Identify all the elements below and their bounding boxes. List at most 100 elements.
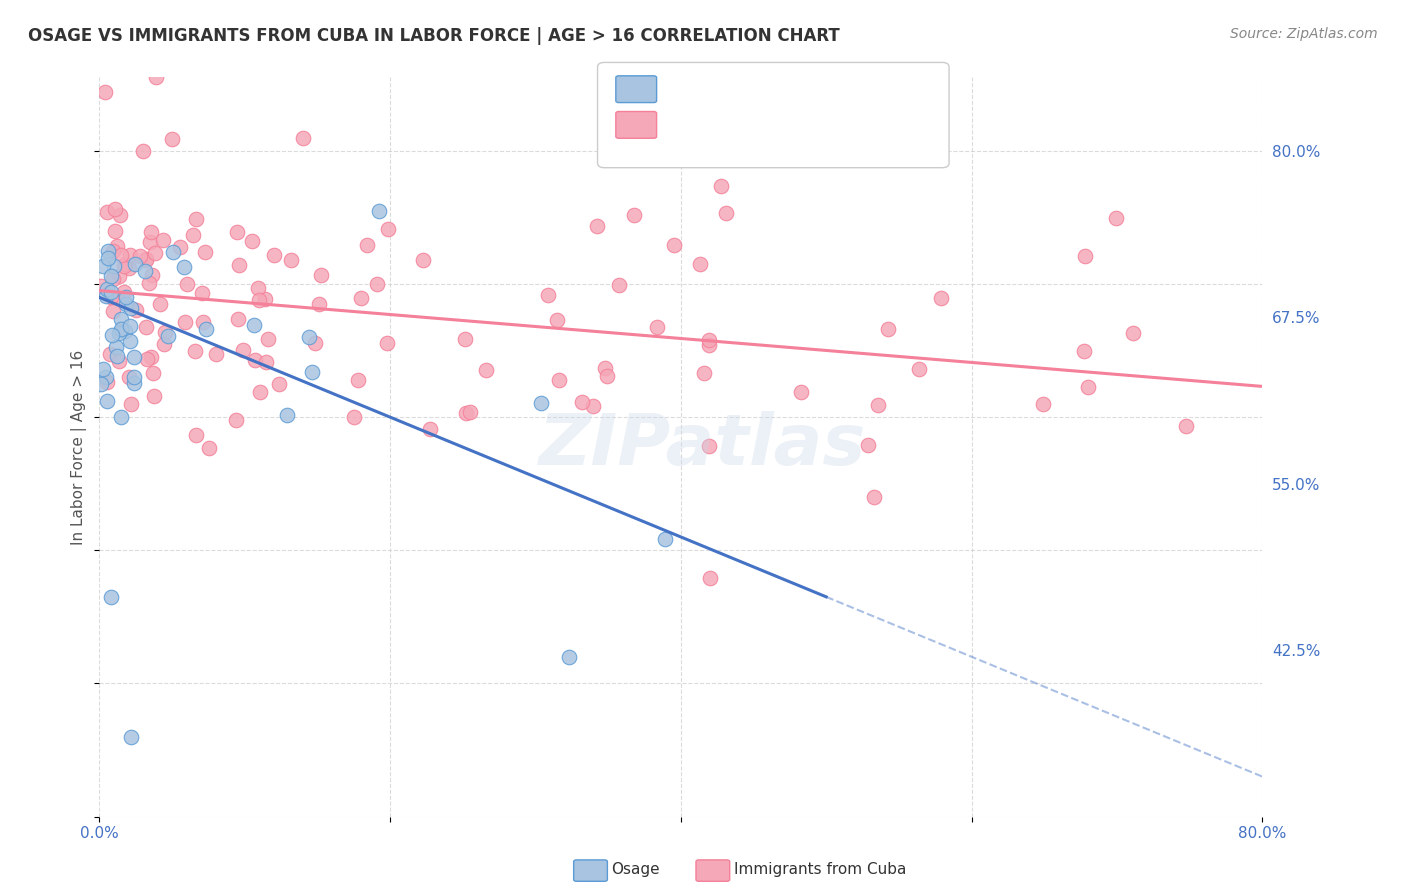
Point <box>537 288 560 302</box>
Point <box>454 332 477 346</box>
Point <box>191 315 214 329</box>
Point <box>110 312 132 326</box>
Point <box>375 335 398 350</box>
Point <box>139 235 162 250</box>
Point <box>143 246 166 260</box>
Point <box>139 350 162 364</box>
Point <box>107 269 129 284</box>
Point <box>122 370 145 384</box>
Point <box>1074 249 1097 263</box>
Point <box>91 362 114 376</box>
Point <box>243 353 266 368</box>
Point <box>108 354 131 368</box>
Point <box>143 389 166 403</box>
Point <box>90 376 112 391</box>
Point <box>162 245 184 260</box>
Point <box>108 208 131 222</box>
Point <box>118 334 141 348</box>
Point <box>104 202 127 216</box>
Point <box>118 260 141 275</box>
Point <box>228 258 250 272</box>
Point <box>714 206 737 220</box>
Point <box>112 260 135 274</box>
Point <box>149 297 172 311</box>
Point <box>571 395 593 409</box>
Point <box>135 252 157 266</box>
Point <box>97 251 120 265</box>
Point <box>118 369 141 384</box>
Point <box>120 730 142 744</box>
Point <box>129 249 152 263</box>
Point <box>96 205 118 219</box>
Point <box>98 347 121 361</box>
Point <box>115 290 138 304</box>
Point <box>103 272 125 286</box>
Point <box>276 409 298 423</box>
Point <box>863 491 886 505</box>
Point <box>96 282 118 296</box>
Point <box>173 260 195 274</box>
Point <box>94 370 117 384</box>
Point <box>267 377 290 392</box>
Point <box>135 352 157 367</box>
Point <box>141 268 163 282</box>
Point <box>710 179 733 194</box>
Point <box>558 649 581 664</box>
Point <box>254 355 277 369</box>
Point <box>256 332 278 346</box>
Point <box>586 219 609 233</box>
Point <box>548 373 571 387</box>
Point <box>194 244 217 259</box>
Point <box>96 376 118 390</box>
Point <box>662 238 685 252</box>
Point <box>120 301 142 315</box>
Point <box>475 363 498 377</box>
Point <box>114 257 136 271</box>
Point <box>124 350 146 364</box>
Point <box>112 285 135 299</box>
Point <box>103 259 125 273</box>
Point <box>101 327 124 342</box>
Point <box>135 320 157 334</box>
Point <box>368 203 391 218</box>
Point <box>197 441 219 455</box>
Text: R = -0.140: R = -0.140 <box>665 115 754 133</box>
Point <box>546 313 568 327</box>
Point <box>1073 344 1095 359</box>
Point <box>205 346 228 360</box>
Point <box>343 409 366 424</box>
Point <box>699 571 721 585</box>
Point <box>103 304 125 318</box>
Point <box>100 268 122 283</box>
Point <box>377 222 399 236</box>
Point <box>247 281 270 295</box>
Point <box>346 373 368 387</box>
Text: ZIPatlas: ZIPatlas <box>540 411 866 481</box>
Point <box>243 318 266 332</box>
Point <box>350 291 373 305</box>
Point <box>100 290 122 304</box>
Point <box>110 410 132 425</box>
Point <box>304 335 326 350</box>
Point <box>240 234 263 248</box>
Point <box>104 340 127 354</box>
Point <box>174 315 197 329</box>
Text: Immigrants from Cuba: Immigrants from Cuba <box>734 863 907 877</box>
Point <box>152 233 174 247</box>
Point <box>419 422 441 436</box>
Point <box>194 321 217 335</box>
Point <box>184 211 207 226</box>
Point <box>693 366 716 380</box>
Point <box>697 333 720 347</box>
Point <box>184 343 207 358</box>
Point <box>291 130 314 145</box>
Point <box>107 291 129 305</box>
Point <box>582 400 605 414</box>
Point <box>104 224 127 238</box>
Point <box>1105 211 1128 226</box>
Point <box>114 324 136 338</box>
Point <box>232 343 254 358</box>
Point <box>94 289 117 303</box>
Point <box>689 257 711 271</box>
Point <box>298 330 321 344</box>
